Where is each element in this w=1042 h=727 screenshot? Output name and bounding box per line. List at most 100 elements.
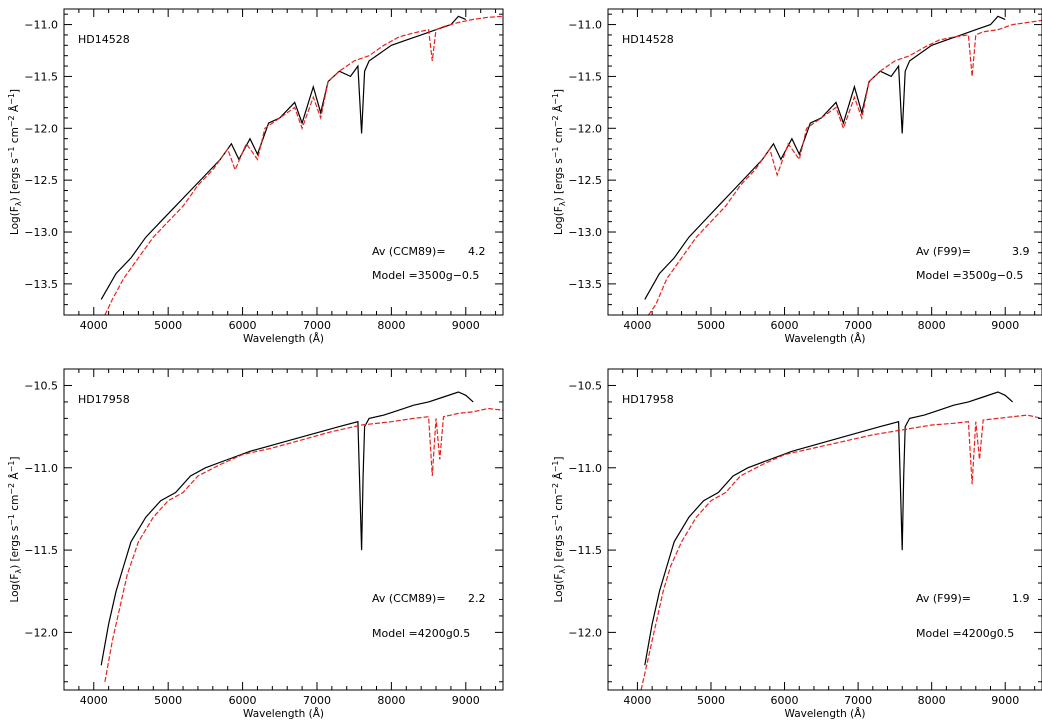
star-name-label: HD17958 <box>622 393 674 406</box>
x-tick-label: 9000 <box>452 319 480 332</box>
plot-frame <box>63 8 504 316</box>
y-axis-label-part: Log(F <box>553 206 565 235</box>
y-tick-label: −11.0 <box>568 19 602 32</box>
y-axis-label-part: −1 <box>7 93 16 105</box>
y-axis-label-part: Log(F <box>9 574 21 603</box>
extinction-value: 4.2 <box>468 245 486 258</box>
plot-frame <box>63 368 504 691</box>
x-tick-label: 8000 <box>377 694 405 707</box>
y-tick-label: −10.5 <box>568 379 602 392</box>
y-axis-label-part: ) [ergs s <box>9 526 21 569</box>
y-axis-label-part: ] <box>553 456 565 460</box>
y-axis-label-part: λ <box>558 201 567 206</box>
y-axis-label-part: −2 <box>551 115 560 127</box>
y-axis-label-part: −1 <box>7 461 16 473</box>
x-tick-label: 8000 <box>918 319 946 332</box>
extinction-value: 3.9 <box>1012 245 1030 258</box>
x-tick-label: 5000 <box>697 319 725 332</box>
observed-spectrum-line <box>100 15 467 300</box>
x-tick-label: 9000 <box>991 319 1019 332</box>
x-tick-label: 5000 <box>154 319 182 332</box>
extinction-label: Av (CCM89)= <box>372 592 446 605</box>
model-spectrum-line <box>640 414 1042 690</box>
y-axis-label-part: −2 <box>7 115 16 127</box>
x-tick-label: 9000 <box>452 694 480 707</box>
y-axis-label-part: Log(F <box>553 574 565 603</box>
x-tick-label: 6000 <box>229 694 257 707</box>
x-axis-label: Wavelength (Å) <box>784 332 865 345</box>
y-axis-label-part: λ <box>14 201 23 206</box>
y-axis-label-part: ) [ergs s <box>553 158 565 201</box>
y-axis-label-part: cm <box>553 495 565 514</box>
y-tick-label: −12.0 <box>24 626 58 639</box>
x-tick-label: 8000 <box>377 319 405 332</box>
model-label: Model =3500g−0.5 <box>916 269 1023 282</box>
y-axis-label: Log(Fλ) [ergs s−1 cm−2 Å−1] <box>7 456 23 602</box>
model-label: Model =4200g0.5 <box>372 627 470 640</box>
spectrum-panel-4: 4000 5000 6000 7000 8000 9000−12.0−11.5−11.0−… <box>551 368 1042 720</box>
y-axis-label-part: −1 <box>551 514 560 526</box>
y-tick-label: −13.0 <box>24 226 58 239</box>
x-tick-label: 9000 <box>991 694 1019 707</box>
y-axis-label-part: ) [ergs s <box>9 158 21 201</box>
observed-spectrum-line <box>644 391 1013 666</box>
y-tick-label: −12.0 <box>24 122 58 135</box>
x-tick-label: 7000 <box>844 694 872 707</box>
model-spectrum-line <box>648 19 1042 315</box>
y-axis-label-part: λ <box>14 569 23 574</box>
y-axis-label-part: −1 <box>551 147 560 159</box>
observed-spectrum-line <box>100 391 474 666</box>
y-axis-label-part: Å <box>552 472 565 483</box>
x-tick-label: 4000 <box>623 694 651 707</box>
y-axis-label-part: Log(F <box>9 206 21 235</box>
y-axis-label-part: ] <box>9 456 21 460</box>
x-tick-label: 4000 <box>623 319 651 332</box>
model-spectrum-line <box>104 407 503 682</box>
y-axis-label-part: −1 <box>551 461 560 473</box>
y-axis-label: Log(Fλ) [ergs s−1 cm−2 Å−1] <box>551 89 567 235</box>
observed-spectrum-line <box>644 15 1006 300</box>
y-axis-label-part: ] <box>9 89 21 93</box>
y-tick-label: −12.5 <box>24 174 58 187</box>
extinction-label: Av (F99)= <box>916 245 971 258</box>
y-axis-label-part: −1 <box>7 147 16 159</box>
y-tick-label: −11.5 <box>568 70 602 83</box>
y-tick-label: −11.0 <box>24 462 58 475</box>
y-tick-label: −11.0 <box>24 19 58 32</box>
x-axis-label: Wavelength (Å) <box>243 332 324 345</box>
extinction-value: 2.2 <box>468 592 486 605</box>
y-axis-label-part: cm <box>9 127 21 146</box>
y-axis-label: Log(Fλ) [ergs s−1 cm−2 Å−1] <box>551 456 567 602</box>
spectrum-panel-1: 4000 5000 6000 7000 8000 9000 −13.5 −13.0 −12.5 −… <box>7 8 504 345</box>
x-tick-label: 7000 <box>844 319 872 332</box>
x-tick-label: 6000 <box>771 694 799 707</box>
y-tick-label: −13.5 <box>568 278 602 291</box>
plot-frame <box>607 368 1042 691</box>
y-tick-label: −11.5 <box>24 70 58 83</box>
y-axis-label-part: −2 <box>551 483 560 495</box>
y-tick-label: −11.5 <box>24 544 58 557</box>
y-axis-label-part: Å <box>8 472 21 483</box>
y-tick-label: −12.5 <box>568 174 602 187</box>
model-label: Model =4200g0.5 <box>916 627 1014 640</box>
y-axis-label-part: ] <box>553 89 565 93</box>
x-tick-label: 6000 <box>771 319 799 332</box>
extinction-label: Av (CCM89)= <box>372 245 446 258</box>
x-tick-label: 4000 <box>80 319 108 332</box>
y-axis-label-part: Å <box>8 104 21 115</box>
extinction-value: 1.9 <box>1012 592 1030 605</box>
y-axis-label: Log(Fλ) [ergs s−1 cm−2 Å−1] <box>7 89 23 235</box>
x-tick-label: 5000 <box>697 694 725 707</box>
extinction-label: Av (F99)= <box>916 592 971 605</box>
y-axis-label-part: cm <box>9 495 21 514</box>
spectrum-panel-3: 4000 5000 6000 7000 8000 9000−12.0−11.5−11.0−… <box>7 368 504 720</box>
star-name-label: HD14528 <box>78 33 130 46</box>
y-tick-label: −11.5 <box>568 544 602 557</box>
star-name-label: HD17958 <box>78 393 130 406</box>
y-axis-label-part: −1 <box>7 514 16 526</box>
y-tick-label: −12.0 <box>568 122 602 135</box>
x-axis-label: Wavelength (Å) <box>784 707 865 720</box>
x-tick-label: 7000 <box>303 319 331 332</box>
y-axis-label-part: λ <box>558 569 567 574</box>
